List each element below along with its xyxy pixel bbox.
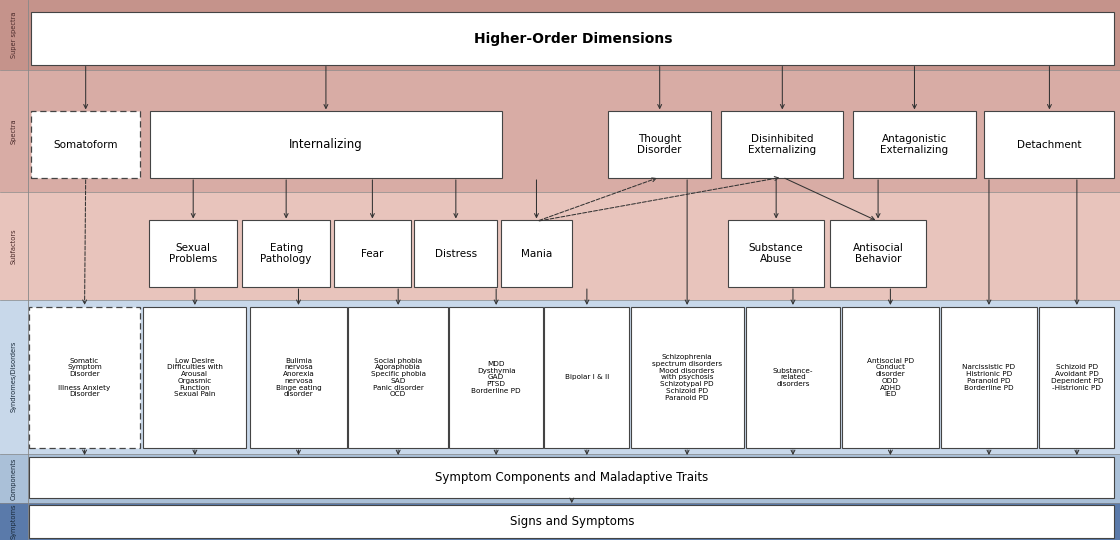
Text: Narcissistic PD
Histrionic PD
Paranoid PD
Borderline PD: Narcissistic PD Histrionic PD Paranoid P… [962,364,1016,390]
Text: Components: Components [11,457,17,500]
Text: Fear: Fear [362,249,383,259]
Bar [0,454,1120,503]
FancyBboxPatch shape [1039,307,1114,448]
Text: Schizophrenia
spectrum disorders
Mood disorders
with psychosis
Schizotypal PD
Sc: Schizophrenia spectrum disorders Mood di… [652,354,722,401]
Text: Higher-Order Dimensions: Higher-Order Dimensions [474,32,672,45]
Text: Symptoms: Symptoms [11,504,17,539]
Text: Distress: Distress [435,249,477,259]
FancyBboxPatch shape [31,12,1114,65]
FancyBboxPatch shape [830,220,926,287]
Text: Low Desire
Difficulties with
Arousal
Orgasmic
Function
Sexual Pain: Low Desire Difficulties with Arousal Org… [167,357,223,397]
Text: Detachment: Detachment [1017,140,1082,150]
Text: Social phobia
Agoraphobia
Specific phobia
SAD
Panic disorder
OCD: Social phobia Agoraphobia Specific phobi… [371,357,426,397]
FancyBboxPatch shape [250,307,347,448]
FancyBboxPatch shape [631,307,744,448]
FancyBboxPatch shape [984,111,1114,178]
FancyBboxPatch shape [150,111,502,178]
FancyBboxPatch shape [608,111,711,178]
FancyBboxPatch shape [449,307,543,448]
Text: Mania: Mania [521,249,552,259]
FancyBboxPatch shape [842,307,939,448]
FancyBboxPatch shape [143,307,246,448]
FancyBboxPatch shape [853,111,976,178]
FancyBboxPatch shape [242,220,330,287]
FancyBboxPatch shape [746,307,840,448]
Text: Subfactors: Subfactors [11,228,17,264]
Text: Signs and Symptoms: Signs and Symptoms [510,515,634,528]
Text: Thought
Disorder: Thought Disorder [637,134,682,156]
Text: Eating
Pathology: Eating Pathology [261,243,311,265]
Text: Sexual
Problems: Sexual Problems [169,243,217,265]
Text: Super spectra: Super spectra [11,12,17,58]
Text: Antisocial
Behavior: Antisocial Behavior [852,243,904,265]
Text: Bipolar I & II: Bipolar I & II [564,374,609,381]
Text: Antagonistic
Externalizing: Antagonistic Externalizing [880,134,949,156]
Text: Bulimia
nervosa
Anorexia
nervosa
Binge eating
disorder: Bulimia nervosa Anorexia nervosa Binge e… [276,357,321,397]
Text: Schizoid PD
Avoidant PD
Dependent PD
-Histrionic PD: Schizoid PD Avoidant PD Dependent PD -Hi… [1051,364,1103,390]
Text: Syndromes/Disorders: Syndromes/Disorders [11,341,17,413]
Bar [0,300,1120,454]
FancyBboxPatch shape [29,457,1114,498]
Text: Somatic
Symptom
Disorder

Illness Anxiety
Disorder: Somatic Symptom Disorder Illness Anxiety… [58,357,111,397]
Text: Internalizing: Internalizing [289,138,363,151]
Text: Antisocial PD
Conduct
disorder
ODD
ADHD
IED: Antisocial PD Conduct disorder ODD ADHD … [867,357,914,397]
Text: Spectra: Spectra [11,118,17,144]
Text: Somatoform: Somatoform [54,140,118,150]
FancyBboxPatch shape [501,220,572,287]
FancyBboxPatch shape [721,111,843,178]
FancyBboxPatch shape [728,220,824,287]
Text: Symptom Components and Maladaptive Traits: Symptom Components and Maladaptive Trait… [436,471,708,484]
Bar [0,503,1120,540]
Text: MDD
Dysthymia
GAD
PTSD
Borderline PD: MDD Dysthymia GAD PTSD Borderline PD [472,361,521,394]
Text: Disinhibited
Externalizing: Disinhibited Externalizing [748,134,816,156]
FancyBboxPatch shape [29,307,140,448]
FancyBboxPatch shape [544,307,629,448]
Text: Substance-
related
disorders: Substance- related disorders [773,368,813,387]
FancyBboxPatch shape [941,307,1037,448]
Text: Substance
Abuse: Substance Abuse [749,243,803,265]
FancyBboxPatch shape [348,307,448,448]
Bar [0,70,1120,192]
FancyBboxPatch shape [31,111,140,178]
Bar [0,0,1120,70]
Bar [0,192,1120,300]
FancyBboxPatch shape [149,220,237,287]
FancyBboxPatch shape [414,220,497,287]
FancyBboxPatch shape [334,220,411,287]
FancyBboxPatch shape [29,505,1114,538]
